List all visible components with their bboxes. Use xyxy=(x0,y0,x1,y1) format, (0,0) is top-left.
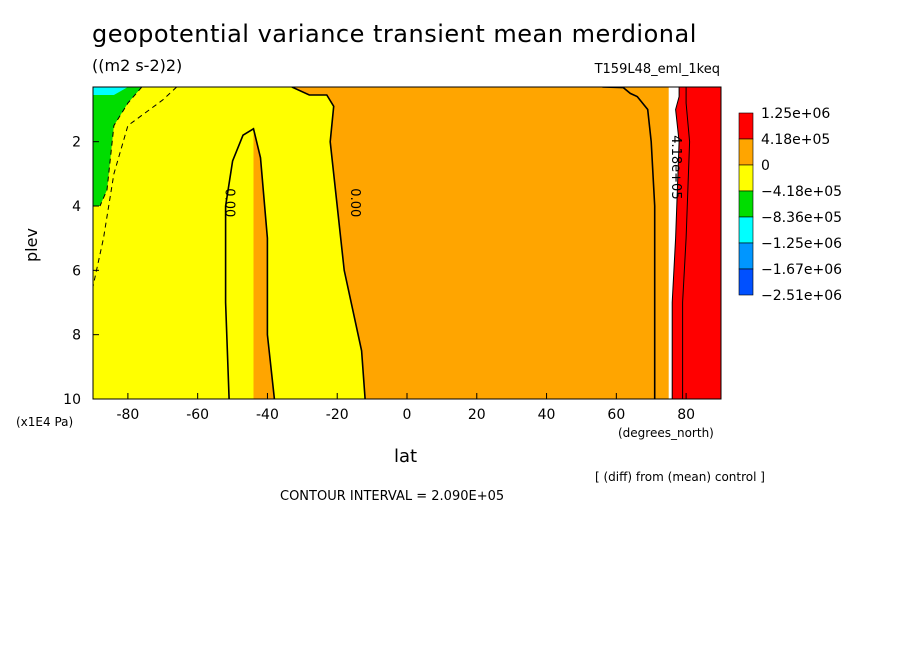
x-tick-label: 0 xyxy=(403,407,412,423)
contour-line-2 xyxy=(602,87,656,399)
contour-interval: CONTOUR INTERVAL = 2.090E+05 xyxy=(280,489,505,504)
legend-label-3: −4.18e+05 xyxy=(761,184,842,200)
contour-line-3 xyxy=(671,87,680,399)
y-axis-label: plev xyxy=(22,228,41,262)
legend-label-1: 4.18e+05 xyxy=(761,132,830,148)
x-axis-units: (degrees_north) xyxy=(618,426,714,440)
filled-region-5 xyxy=(93,87,128,95)
chart-units: ((m2 s-2)2) xyxy=(92,56,183,75)
x-tick-label: 20 xyxy=(468,407,486,423)
x-tick-label: -20 xyxy=(326,407,349,423)
x-tick-label: -40 xyxy=(256,407,279,423)
x-tick-label: 60 xyxy=(607,407,625,423)
color-legend: 1.25e+06 4.18e+05 0 −4.18e+05 −8.36e+05 −1.25… xyxy=(738,106,842,304)
contour-label-2: 4.18e+05 xyxy=(668,135,683,199)
contour-labels: 0.00 0.00 4.18e+05 xyxy=(222,135,684,217)
contour-line-6 xyxy=(99,87,143,207)
filled-regions xyxy=(93,87,721,399)
contour-line-0 xyxy=(224,127,276,399)
legend-swatch-2 xyxy=(738,164,754,192)
legend-swatch-1 xyxy=(738,138,754,166)
legend-swatch-3 xyxy=(738,190,754,218)
contour-lines xyxy=(93,87,691,399)
filled-region-3 xyxy=(672,87,721,399)
legend-label-6: −1.67e+06 xyxy=(761,262,842,278)
filled-region-0 xyxy=(93,87,254,399)
x-tick-label: 80 xyxy=(677,407,695,423)
y-tick-label: 6 xyxy=(72,263,81,279)
legend-label-4: −8.36e+05 xyxy=(761,210,842,226)
y-tick-label: 8 xyxy=(72,328,81,344)
x-tick-label: -80 xyxy=(116,407,139,423)
filled-region-4 xyxy=(93,87,142,206)
comparison-note: [ (diff) from (mean) control ] xyxy=(595,470,765,484)
contour-line-1 xyxy=(291,87,366,399)
y-axis: 2 4 6 8 10 xyxy=(63,135,99,408)
contour-line-4 xyxy=(682,87,691,399)
x-tick-label: 40 xyxy=(538,407,556,423)
y-tick-label: 10 xyxy=(63,392,81,408)
legend-label-5: −1.25e+06 xyxy=(761,236,842,252)
legend-swatch-6 xyxy=(738,268,754,296)
contour-label-1: 0.00 xyxy=(347,188,362,217)
contour-label-0: 0.00 xyxy=(222,188,237,217)
x-axis: -80 -60 -40 -20 0 20 40 60 80 xyxy=(116,393,695,423)
experiment-name: T159L48_eml_1keq xyxy=(594,62,720,77)
filled-region-2 xyxy=(225,87,366,399)
legend-label-2: 0 xyxy=(761,158,770,174)
x-tick-label: -60 xyxy=(186,407,209,423)
y-tick-label: 2 xyxy=(72,135,81,151)
legend-label-7: −2.51e+06 xyxy=(761,288,842,304)
y-axis-units: (x1E4 Pa) xyxy=(16,415,74,429)
legend-swatch-5 xyxy=(738,242,754,270)
legend-label-0: 1.25e+06 xyxy=(761,106,830,122)
legend-swatch-0 xyxy=(738,112,754,140)
chart-title: geopotential variance transient mean mer… xyxy=(92,20,697,48)
legend-swatch-4 xyxy=(738,216,754,244)
y-tick-label: 4 xyxy=(72,199,81,215)
x-axis-label: lat xyxy=(394,446,418,467)
filled-region-1 xyxy=(253,87,669,399)
